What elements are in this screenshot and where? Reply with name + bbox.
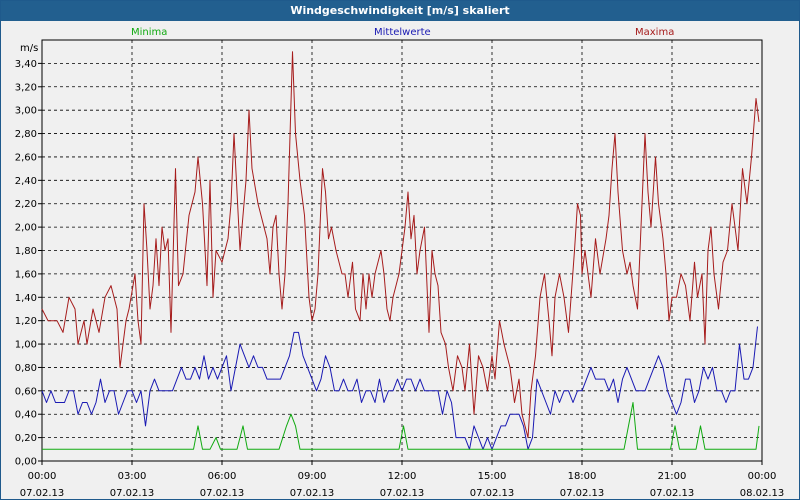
x-tick-date-label: 07.02.13 (290, 488, 335, 499)
x-tick-time-label: 12:00 (388, 471, 417, 482)
y-tick-label: 1,60 (15, 269, 37, 280)
y-tick-label: 2,80 (15, 129, 37, 140)
legend-maxima: Maxima (635, 27, 675, 38)
series-line-minima (42, 402, 760, 450)
y-tick-label: 2,60 (15, 152, 37, 163)
y-tick-label: 0,80 (15, 363, 37, 374)
y-tick-label: 0,40 (15, 410, 37, 421)
y-tick-label: 1,20 (15, 316, 37, 327)
y-tick-label: 3,00 (15, 106, 37, 117)
legend-minima: Minima (131, 27, 168, 38)
x-tick-time-label: 00:00 (28, 471, 57, 482)
x-tick-date-label: 07.02.13 (200, 488, 245, 499)
y-tick-label: 3,40 (15, 59, 37, 70)
wind-speed-chart: 0,00 0,20 0,40 0,60 0,80 1,00 1,20 1,40 1,60 1,80… (15, 39, 785, 499)
series-line-maxima (41, 51, 760, 439)
x-tick-time-label: 00:00 (748, 471, 777, 482)
x-tick-time-label: 09:00 (298, 471, 327, 482)
x-tick-date-label: 08.02.13 (740, 488, 785, 499)
legend-mittelwerte: Mittelwerte (374, 27, 431, 38)
y-tick-label: 1,80 (15, 246, 37, 257)
x-tick-date-label: 07.02.13 (560, 488, 605, 499)
y-tick-label: 0,20 (15, 433, 37, 444)
y-tick-label: 0,00 (15, 457, 37, 468)
y-tick-label: 3,20 (15, 82, 37, 93)
y-tick-label: 1,00 (15, 340, 37, 351)
y-tick-label: 2,40 (15, 176, 37, 187)
x-tick-date-label: 07.02.13 (650, 488, 695, 499)
x-tick-time-label: 21:00 (658, 471, 687, 482)
x-tick-date-label: 07.02.13 (470, 488, 515, 499)
y-tick-label: 2,00 (15, 223, 37, 234)
x-tick-time-label: 03:00 (118, 471, 147, 482)
x-tick-date-label: 07.02.13 (110, 488, 155, 499)
x-tick-time-label: 15:00 (478, 471, 507, 482)
y-tick-label: 1,40 (15, 293, 37, 304)
x-tick-date-label: 07.02.13 (20, 488, 65, 499)
y-tick-label: 2,20 (15, 199, 37, 210)
series-line-mittelwerte (41, 326, 758, 450)
x-tick-time-label: 06:00 (208, 471, 237, 482)
x-tick-time-label: 18:00 (568, 471, 597, 482)
x-tick-date-label: 07.02.13 (380, 488, 425, 499)
window-title: Windgeschwindigkeit [m/s] skaliert (1, 1, 799, 21)
y-axis-unit-label: m/s (20, 43, 38, 54)
y-tick-label: 0,60 (15, 386, 37, 397)
